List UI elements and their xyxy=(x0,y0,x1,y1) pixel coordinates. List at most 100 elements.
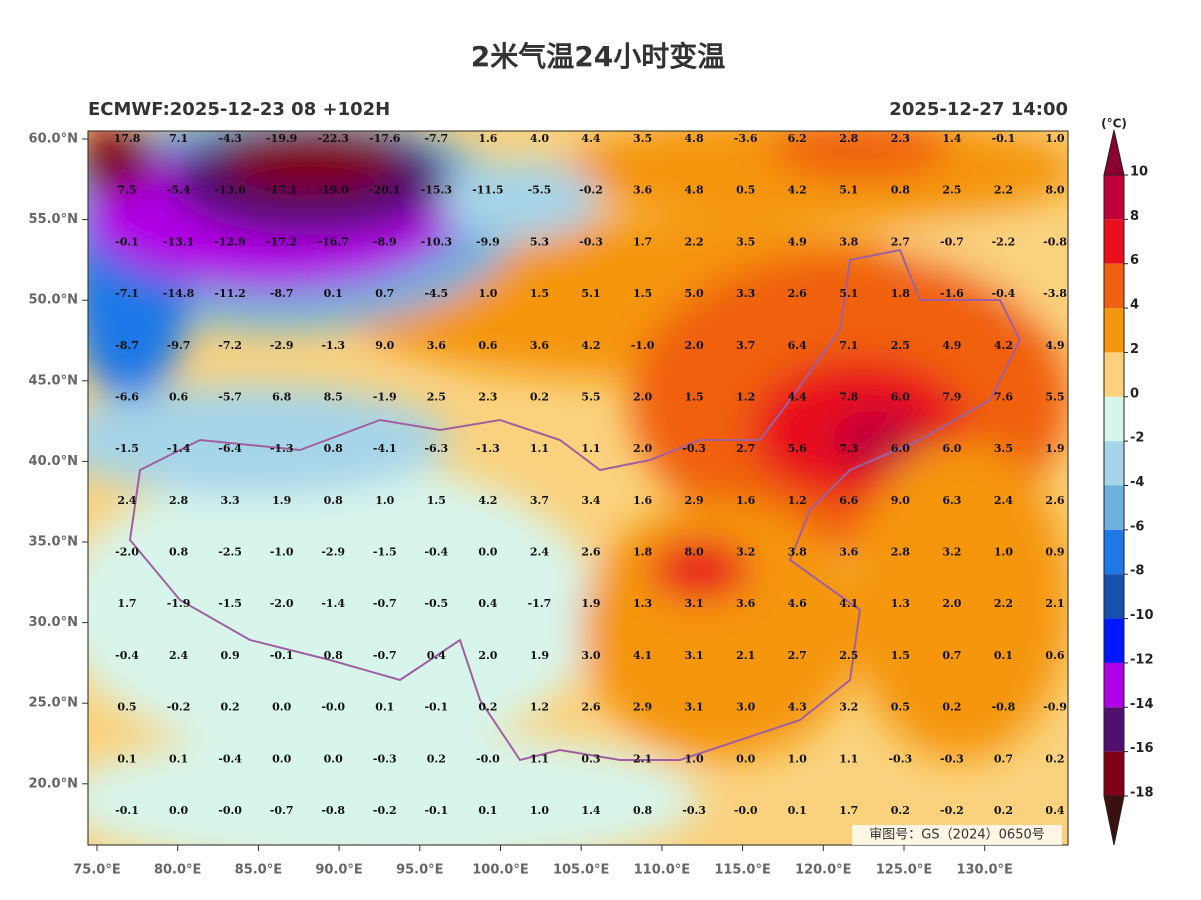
grid-value: 0.2 xyxy=(530,390,549,403)
grid-value: 0.2 xyxy=(994,804,1013,817)
grid-value: 4.8 xyxy=(685,184,704,197)
grid-value: -19.9 xyxy=(266,132,297,145)
grid-value: -6.4 xyxy=(218,442,242,455)
grid-value: 4.8 xyxy=(685,132,704,145)
grid-value: 1.2 xyxy=(736,390,755,403)
grid-value: 4.0 xyxy=(530,132,549,145)
grid-value: 3.2 xyxy=(839,701,858,714)
grid-value: -4.1 xyxy=(373,442,397,455)
grid-value: 5.6 xyxy=(788,442,807,455)
colorbar-label: -16 xyxy=(1130,741,1154,756)
grid-value: 2.0 xyxy=(633,390,652,403)
grid-value: 3.4 xyxy=(581,494,600,507)
grid-value: 0.0 xyxy=(169,804,188,817)
grid-value: 0.0 xyxy=(324,752,343,765)
lon-label: 90.0°E xyxy=(315,863,362,878)
grid-value: -7.2 xyxy=(218,339,242,352)
lon-label: 130.0°E xyxy=(956,863,1013,878)
grid-value: 3.6 xyxy=(633,184,652,197)
lat-label: 35.0°N xyxy=(29,535,78,550)
grid-value: 2.0 xyxy=(685,339,704,352)
title: 2米气温24小时变温 xyxy=(471,40,725,73)
grid-value: -1.4 xyxy=(167,442,191,455)
grid-value: 7.5 xyxy=(117,184,136,197)
grid-value: 0.6 xyxy=(478,339,497,352)
grid-value: -15.3 xyxy=(421,184,452,197)
grid-value: -0.3 xyxy=(682,804,706,817)
colorbar-label: -6 xyxy=(1130,519,1144,534)
grid-value: 1.9 xyxy=(581,597,600,610)
grid-value: 1.3 xyxy=(891,597,910,610)
grid-value: 2.2 xyxy=(994,184,1013,197)
grid-value: -0.2 xyxy=(940,804,964,817)
grid-value: 3.2 xyxy=(736,546,755,559)
grid-value: 6.4 xyxy=(788,339,807,352)
grid-value: -11.2 xyxy=(214,287,245,300)
grid-value: 1.5 xyxy=(530,287,549,300)
grid-value: -0.1 xyxy=(992,132,1016,145)
grid-value: -2.0 xyxy=(115,546,139,559)
map-field xyxy=(88,131,1068,845)
approval-box xyxy=(852,825,1062,845)
grid-value: 1.7 xyxy=(117,597,136,610)
grid-value: -20.1 xyxy=(369,184,400,197)
grid-value: 2.5 xyxy=(942,184,961,197)
grid-value: 0.5 xyxy=(736,184,755,197)
grid-value: -0.4 xyxy=(115,649,139,662)
grid-value: -0.3 xyxy=(888,752,912,765)
grid-value: -0.4 xyxy=(218,752,242,765)
grid-value: -2.0 xyxy=(270,597,294,610)
colorbar-segment xyxy=(1104,263,1124,309)
grid-value: -1.6 xyxy=(940,287,964,300)
lat-label: 30.0°N xyxy=(29,615,78,630)
grid-value: 2.0 xyxy=(942,597,961,610)
grid-value: 4.2 xyxy=(994,339,1013,352)
grid-value: 3.6 xyxy=(839,546,858,559)
grid-value: -0.1 xyxy=(424,701,448,714)
grid-value: 3.3 xyxy=(221,494,240,507)
grid-value: 3.1 xyxy=(685,597,704,610)
grid-value: -0.7 xyxy=(940,235,964,248)
colorbar-label: -14 xyxy=(1130,697,1154,712)
grid-value: 3.6 xyxy=(427,339,446,352)
colorbar-label: -12 xyxy=(1130,652,1154,667)
grid-value: 1.6 xyxy=(478,132,497,145)
lon-label: 120.0°E xyxy=(795,863,852,878)
grid-value: -0.3 xyxy=(373,752,397,765)
grid-value: -0.8 xyxy=(1043,235,1067,248)
grid-value: -3.6 xyxy=(734,132,758,145)
grid-value: 0.4 xyxy=(478,597,497,610)
grid-value: 0.8 xyxy=(169,546,188,559)
grid-value: -1.3 xyxy=(270,442,294,455)
grid-value: 2.1 xyxy=(736,649,755,662)
grid-value: 4.4 xyxy=(581,132,600,145)
grid-value: 3.1 xyxy=(685,649,704,662)
grid-value: -6.3 xyxy=(424,442,448,455)
grid-value: -0.4 xyxy=(424,546,448,559)
grid-value: 2.7 xyxy=(891,235,910,248)
grid-value: 6.0 xyxy=(891,390,910,403)
grid-value: 0.1 xyxy=(169,752,188,765)
grid-value: 0.2 xyxy=(942,701,961,714)
colorbar-segment xyxy=(1104,175,1124,220)
grid-value: 3.1 xyxy=(685,701,704,714)
grid-value: 7.8 xyxy=(839,390,858,403)
grid-value: -17.2 xyxy=(266,235,297,248)
grid-value: 0.9 xyxy=(1045,546,1064,559)
grid-value: 6.0 xyxy=(942,442,961,455)
grid-value: 0.4 xyxy=(427,649,446,662)
grid-value: 1.5 xyxy=(685,390,704,403)
grid-value: 0.6 xyxy=(1045,649,1064,662)
grid-value: -0.1 xyxy=(115,235,139,248)
colorbar-segment xyxy=(1104,352,1124,397)
grid-value: 6.6 xyxy=(839,494,858,507)
grid-value: 0.0 xyxy=(736,752,755,765)
grid-value: -12.9 xyxy=(214,235,245,248)
grid-value: 1.1 xyxy=(530,752,549,765)
lat-label: 60.0°N xyxy=(29,132,78,147)
grid-value: 0.3 xyxy=(581,752,600,765)
colorbar-label: 10 xyxy=(1130,165,1148,180)
grid-value: 2.5 xyxy=(427,390,446,403)
grid-value: -9.9 xyxy=(476,235,500,248)
grid-value: 4.9 xyxy=(1045,339,1064,352)
